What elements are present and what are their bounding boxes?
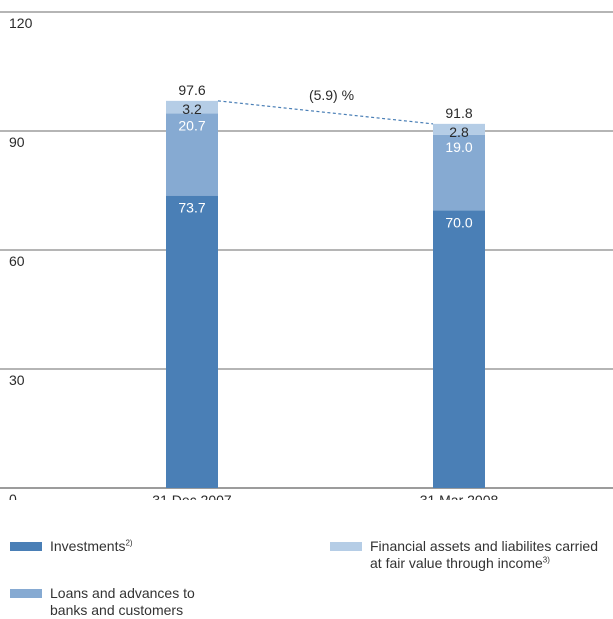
bar-segment-investments xyxy=(166,195,218,488)
footnote-marker: 3) xyxy=(542,555,550,565)
legend-item-loans: Loans and advances to banks and customers xyxy=(10,585,195,619)
bar-segment-loans xyxy=(166,113,218,196)
legend-swatch-investments xyxy=(10,542,42,551)
x-tick-label: 31 Mar 2008 xyxy=(420,492,499,500)
total-label: 91.8 xyxy=(445,105,472,121)
data-label: 73.7 xyxy=(178,200,205,216)
legend-item-fair-value: Financial assets and liabilites carried a… xyxy=(330,538,613,572)
legend-label-loans: Loans and advances to banks and customers xyxy=(50,585,195,618)
y-tick-label: 120 xyxy=(9,15,33,31)
y-tick-label: 30 xyxy=(9,372,25,388)
bar-segment-loans xyxy=(433,134,485,211)
bar-segment-investments xyxy=(433,210,485,489)
change-percentage-label: (5.9) % xyxy=(309,87,354,103)
legend-swatch-loans xyxy=(10,589,42,598)
legend-label-fair-value: Financial assets and liabilites carried a… xyxy=(370,538,598,571)
y-tick-label: 90 xyxy=(9,134,25,150)
data-label: 2.8 xyxy=(449,124,469,140)
data-label: 70.0 xyxy=(445,214,472,230)
data-label: 3.2 xyxy=(182,101,202,117)
legend-swatch-fair-value xyxy=(330,542,362,551)
x-tick-label: 31 Dec 2007 xyxy=(152,492,232,500)
total-label: 97.6 xyxy=(178,82,205,98)
data-label: 20.7 xyxy=(178,118,205,134)
data-label: 19.0 xyxy=(445,139,472,155)
legend-label-investments: Investments2) xyxy=(50,538,133,554)
legend: Investments2) Financial assets and liabi… xyxy=(0,530,613,619)
y-tick-label: 60 xyxy=(9,253,25,269)
bar-segment-fair-value xyxy=(433,123,485,135)
y-tick-label: 0 xyxy=(9,491,17,500)
stacked-bar-chart: 0 30 60 90 120 73.7 20.73.2 97.6 31 Dec 2007 70.0… xyxy=(0,11,613,500)
bar-segment-fair-value xyxy=(166,100,218,114)
footnote-marker: 2) xyxy=(125,538,133,548)
legend-item-investments: Investments2) xyxy=(10,538,133,555)
change-connector-line xyxy=(217,100,434,125)
